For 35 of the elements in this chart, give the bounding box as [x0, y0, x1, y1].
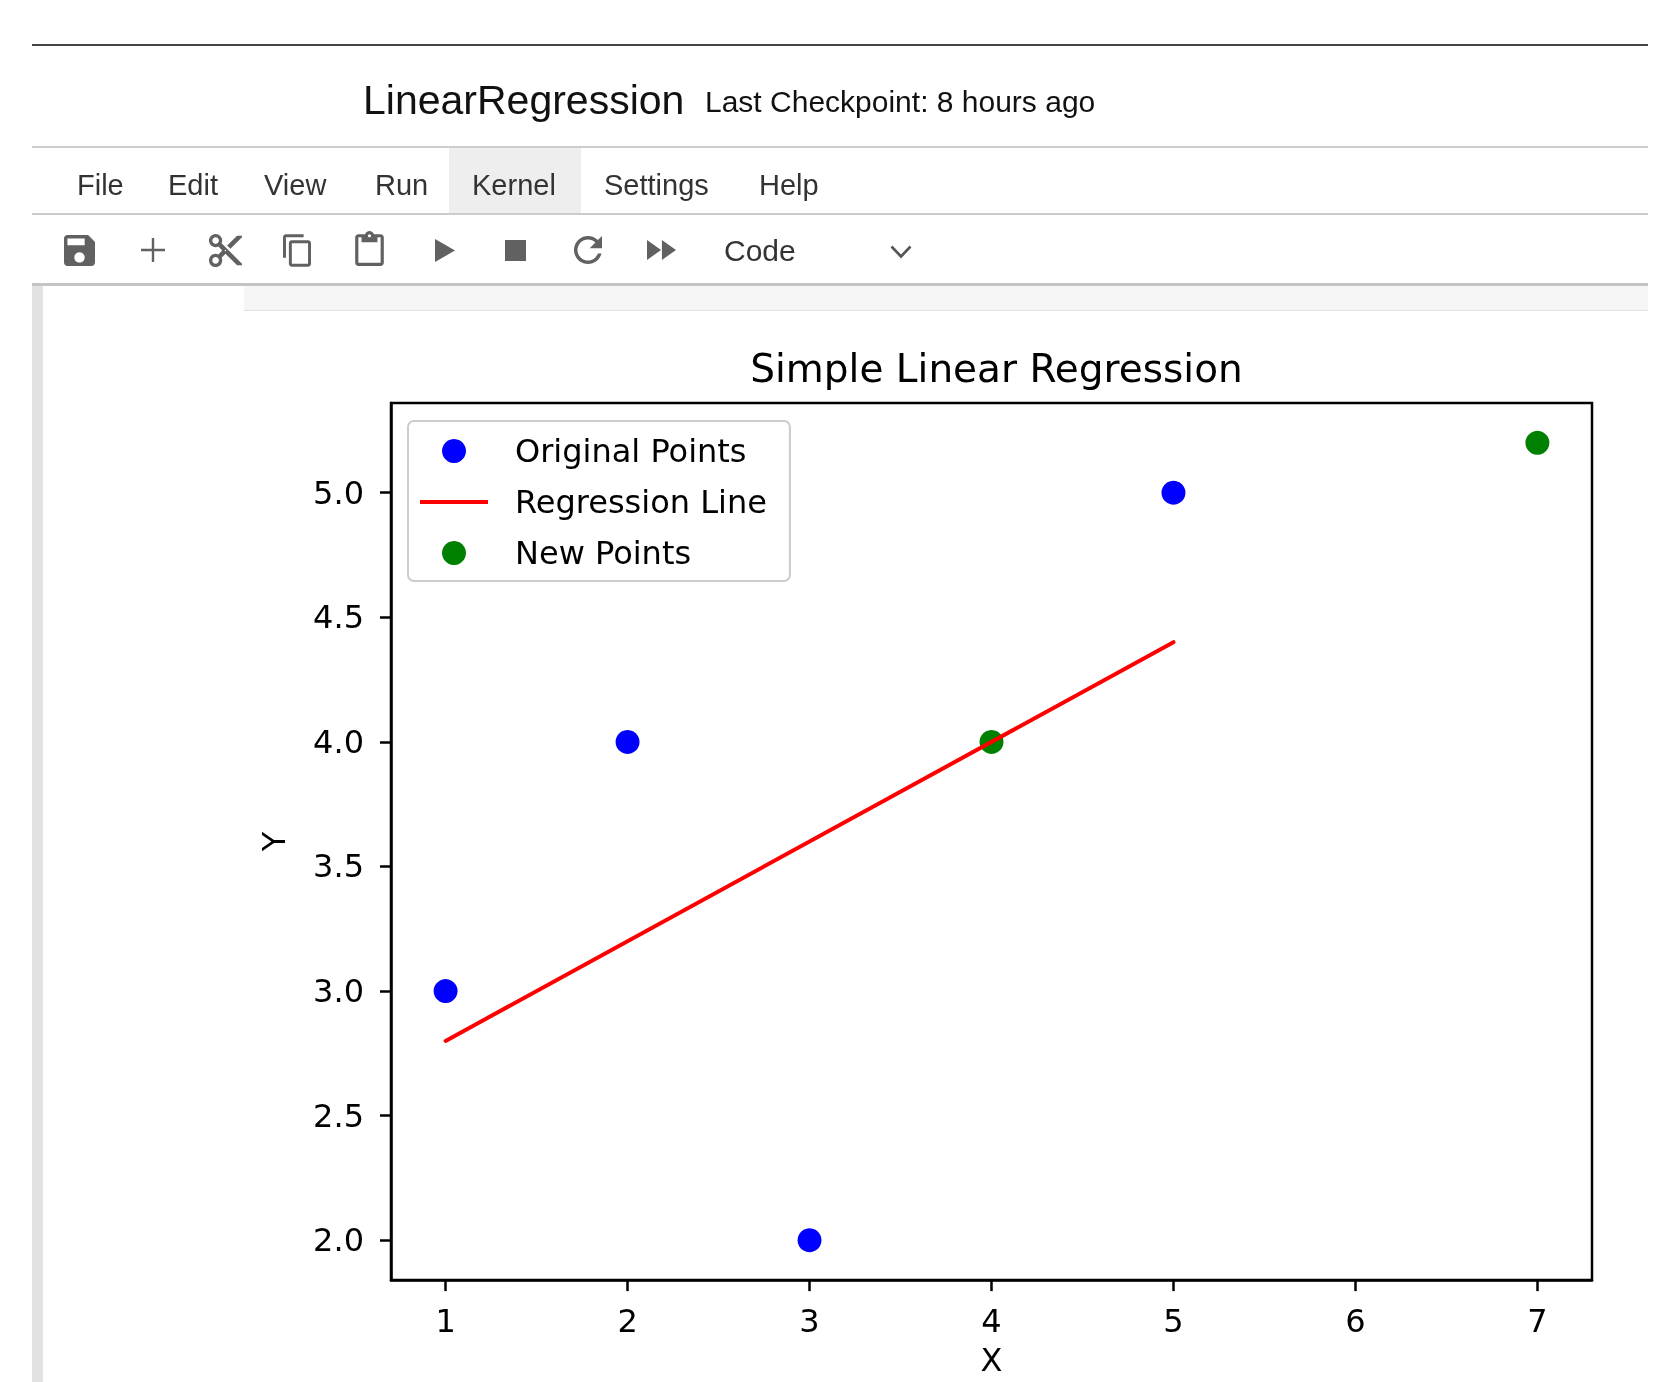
point [433, 979, 458, 1004]
x-tick-label: 2 [617, 1302, 638, 1341]
x-tick-label: 5 [1163, 1302, 1184, 1341]
point [1525, 430, 1550, 455]
y-tick-label: 3.5 [313, 847, 364, 886]
text: Code [724, 233, 796, 267]
legend-label: Regression Line [515, 483, 767, 521]
text: LinearRegression [363, 77, 685, 124]
x-tick-label: 4 [981, 1302, 1002, 1341]
legend-label: New Points [515, 534, 692, 572]
point [615, 729, 640, 754]
text: Settings [604, 169, 709, 202]
legend-label: Original Points [515, 432, 747, 470]
text: Run [375, 169, 429, 202]
text: View [264, 169, 327, 202]
text: Last Checkpoint: 8 hours ago [705, 84, 1096, 118]
text: Edit [168, 169, 218, 202]
x-tick-label: 7 [1527, 1302, 1548, 1341]
y-tick-label: 5.0 [313, 473, 364, 512]
y-tick-label: 2.5 [313, 1096, 364, 1135]
x-axis-title: X [980, 1341, 1003, 1379]
text: Kernel [472, 169, 556, 202]
chart-title: Simple Linear Regression [750, 346, 1243, 391]
x-tick-label: 1 [435, 1302, 456, 1341]
y-tick-label: 4.0 [313, 722, 364, 761]
point [1161, 480, 1186, 505]
y-axis-title: Y [255, 831, 293, 853]
y-tick-label: 3.0 [313, 972, 364, 1011]
y-tick-label: 4.5 [313, 598, 364, 637]
y-tick-label: 2.0 [313, 1221, 364, 1260]
point [797, 1228, 822, 1253]
x-tick-label: 6 [1345, 1302, 1366, 1341]
text: Help [759, 169, 819, 202]
x-tick-label: 3 [799, 1302, 820, 1341]
text: File [77, 169, 124, 202]
